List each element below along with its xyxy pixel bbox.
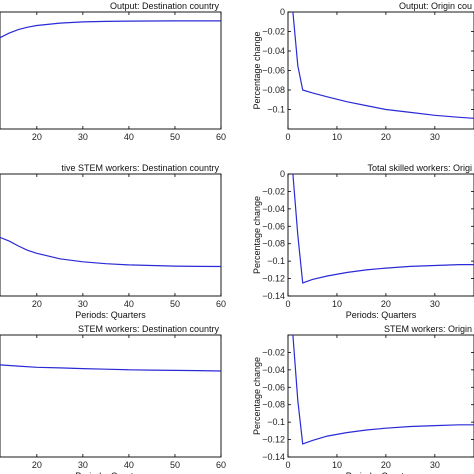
chart-title: Output: Destination country [110, 1, 220, 11]
y-axis-label: Percentage change [252, 196, 262, 274]
chart-title: STEM workers: Origin [384, 324, 472, 334]
x-tick-label: 20 [32, 132, 42, 142]
y-tick-label: −0.12 [262, 274, 285, 284]
y-tick-label: −0.02 [262, 27, 285, 37]
y-tick-label: −0.06 [262, 382, 285, 392]
series-line [0, 20, 221, 39]
panel-3: tive STEM workers: Destination country 20… [0, 163, 226, 320]
x-axis-label: Periods: Quarters [346, 471, 417, 474]
chart-title: STEM workers: Destination country [78, 324, 220, 334]
panel-6: STEM workers: Origin 0 10 20 30 −0.02 −0.04 −0.… [252, 324, 474, 474]
y-tick-label: −0.04 [262, 365, 285, 375]
y-tick-label: 0 [280, 169, 285, 179]
y-axis-label: Percentage change [252, 31, 262, 109]
y-tick-label: −0.06 [262, 221, 285, 231]
plot-frame [0, 334, 222, 458]
y-tick-label: −0.1 [267, 105, 285, 115]
chart-title: tive STEM workers: Destination country [61, 163, 219, 173]
x-tick-label: 40 [124, 299, 134, 309]
x-tick-label: 10 [332, 132, 342, 142]
y-tick-label: −0.04 [262, 46, 285, 56]
panel-2: Output: Origin cou 0 10 20 30 0 −0.02 −0.04 −0.0… [252, 1, 474, 142]
x-tick-label: 60 [216, 299, 226, 309]
chart-title: Total skilled workers: Origi [367, 163, 472, 173]
x-tick-label: 30 [430, 299, 440, 309]
x-tick-label: 0 [285, 132, 290, 142]
x-tick-label: 50 [170, 460, 180, 470]
y-tick-label: −0.04 [262, 204, 285, 214]
y-tick-label: −0.06 [262, 66, 285, 76]
x-tick-label: 30 [78, 299, 88, 309]
plot-frame [287, 173, 474, 297]
series-line [0, 236, 222, 268]
panel-5: STEM workers: Destination country 20 30 40 5… [0, 324, 226, 474]
series-line [0, 364, 222, 372]
y-tick-label: −0.02 [262, 347, 285, 357]
plot-frame [0, 173, 222, 297]
series-line [292, 334, 474, 445]
x-tick-label: 50 [170, 299, 180, 309]
x-tick-label: 0 [285, 299, 290, 309]
x-tick-label: 30 [430, 132, 440, 142]
x-axis-label: Periods: Quarters [75, 310, 146, 320]
x-tick-label: 20 [32, 460, 42, 470]
x-tick-label: 20 [32, 299, 42, 309]
x-tick-label: 40 [124, 460, 134, 470]
plot-frame [0, 11, 222, 130]
y-tick-label: −0.02 [262, 186, 285, 196]
y-tick-label: −0.14 [262, 452, 285, 462]
x-tick-label: 20 [381, 132, 391, 142]
x-tick-label: 60 [216, 132, 226, 142]
chart-title: Output: Origin cou [399, 1, 472, 11]
y-tick-label: −0.12 [262, 435, 285, 445]
y-axis-label: Percentage change [252, 357, 262, 435]
series-line [292, 11, 474, 119]
x-axis-label: Periods: Quarters [75, 471, 146, 474]
plot-frame [287, 334, 474, 458]
x-tick-label: 0 [285, 460, 290, 470]
x-tick-label: 20 [381, 460, 391, 470]
x-axis-label: Periods: Quarters [346, 310, 417, 320]
y-tick-label: −0.08 [262, 239, 285, 249]
y-tick-label: −0.1 [267, 417, 285, 427]
panel-4: Total skilled workers: Origi 0 10 20 30 0 −0.0… [252, 163, 474, 320]
y-tick-label: −0.08 [262, 85, 285, 95]
x-tick-label: 60 [216, 460, 226, 470]
x-tick-label: 50 [170, 132, 180, 142]
x-tick-label: 10 [332, 299, 342, 309]
x-tick-label: 40 [124, 132, 134, 142]
x-tick-label: 10 [332, 460, 342, 470]
plot-frame [287, 11, 474, 130]
x-tick-label: 30 [78, 460, 88, 470]
x-tick-label: 30 [78, 132, 88, 142]
panel-1: Output: Destination country 20 30 40 50 60 [0, 1, 226, 142]
y-tick-label: −0.1 [267, 256, 285, 266]
series-line [292, 173, 474, 284]
y-tick-label: −0.08 [262, 400, 285, 410]
y-tick-label: 0 [280, 7, 285, 17]
x-tick-label: 20 [381, 299, 391, 309]
x-tick-label: 30 [430, 460, 440, 470]
y-tick-label: −0.14 [262, 291, 285, 301]
